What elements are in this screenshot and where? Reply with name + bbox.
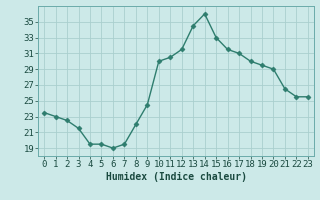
X-axis label: Humidex (Indice chaleur): Humidex (Indice chaleur) [106,172,246,182]
